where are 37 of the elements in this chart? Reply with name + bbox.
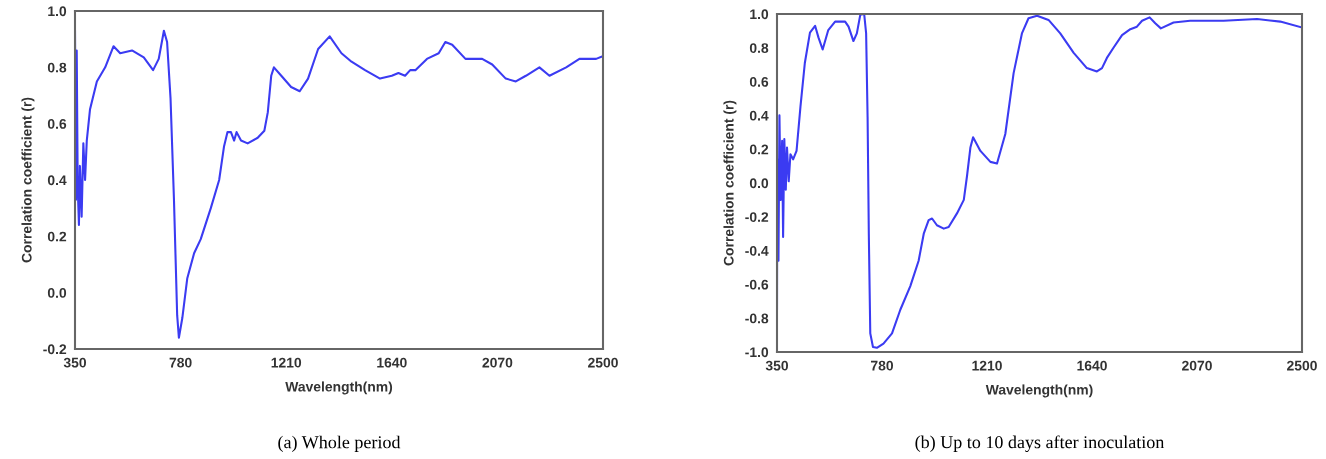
- y-tick-label: -0.4: [745, 245, 769, 256]
- text: (b) Up to 10 days after inoculation: [915, 435, 1165, 452]
- y-tick-label: -1.0: [745, 347, 769, 358]
- x-tick-label: 1210: [271, 357, 302, 368]
- y-tick-label: -0.8: [745, 313, 769, 324]
- y-axis-title: Correlation coefficient (r): [723, 100, 737, 266]
- x-axis-title: Wavelength(nm): [985, 384, 1093, 398]
- y-tick-label: 0.0: [47, 288, 67, 298]
- x-tick-label: 1640: [1077, 360, 1107, 371]
- x-axis-title: Wavelength(nm): [285, 381, 393, 395]
- x-tick-label: 350: [63, 357, 87, 368]
- y-tick-label: 1.0: [750, 9, 769, 20]
- x-tick-label: 2500: [588, 357, 618, 368]
- y-tick-label: 0.4: [749, 110, 769, 121]
- y-tick-label: -0.6: [745, 279, 769, 290]
- y-tick-label: 0.4: [47, 175, 67, 186]
- y-tick-label: 0.2: [47, 231, 67, 242]
- y-tick-label: 0.0: [749, 178, 769, 189]
- y-tick-label: -0.2: [43, 344, 67, 355]
- text: (a) Whole period: [278, 435, 401, 452]
- x-tick-label: 2070: [482, 357, 513, 368]
- line-series: [75, 29, 603, 339]
- x-tick-label: 2070: [1182, 360, 1212, 371]
- y-tick-label: 0.6: [47, 119, 67, 129]
- y-tick-label: -0.2: [745, 212, 769, 222]
- y-axis-title: Correlation coefficient (r): [21, 97, 35, 263]
- x-tick-label: 1640: [377, 357, 407, 368]
- y-tick-label: 1.0: [48, 6, 67, 17]
- x-tick-label: 780: [169, 357, 192, 368]
- x-tick-label: 780: [871, 360, 894, 371]
- x-tick-label: 350: [765, 360, 789, 371]
- x-tick-label: 1210: [972, 360, 1002, 371]
- y-tick-label: 0.8: [47, 62, 67, 73]
- x-tick-label: 2500: [1287, 360, 1317, 371]
- y-tick-label: 0.2: [749, 144, 769, 155]
- y-tick-label: 0.8: [749, 43, 769, 53]
- y-tick-label: 0.6: [749, 76, 769, 87]
